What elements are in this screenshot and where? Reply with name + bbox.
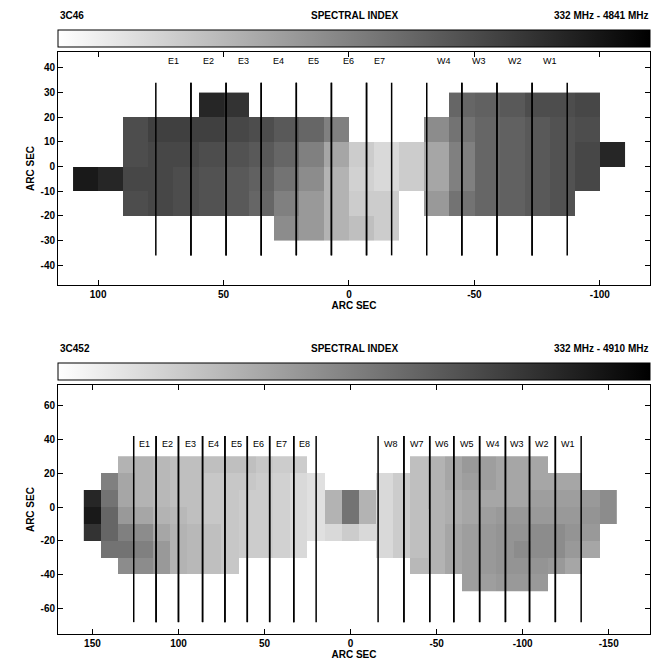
svg-text:0: 0: [49, 161, 55, 172]
svg-text:30: 30: [44, 87, 56, 98]
svg-text:150: 150: [84, 638, 101, 649]
svg-text:E6: E6: [253, 439, 264, 449]
svg-text:-50: -50: [429, 638, 444, 649]
svg-text:ARC SEC: ARC SEC: [331, 649, 376, 660]
svg-text:50: 50: [218, 289, 230, 300]
svg-text:-100: -100: [513, 638, 533, 649]
svg-text:E7: E7: [276, 439, 287, 449]
svg-text:E1: E1: [139, 439, 150, 449]
svg-text:W3: W3: [510, 439, 524, 449]
svg-text:E2: E2: [162, 439, 173, 449]
svg-text:W3: W3: [472, 56, 486, 66]
svg-text:E3: E3: [185, 439, 196, 449]
svg-text:-10: -10: [41, 186, 56, 197]
svg-text:100: 100: [170, 638, 187, 649]
svg-text:332 MHz - 4910 MHz: 332 MHz - 4910 MHz: [554, 343, 648, 354]
svg-text:E3: E3: [238, 56, 249, 66]
svg-text:SPECTRAL INDEX: SPECTRAL INDEX: [311, 343, 398, 354]
svg-text:10: 10: [44, 136, 56, 147]
svg-text:-20: -20: [41, 535, 56, 546]
svg-text:E7: E7: [374, 56, 385, 66]
svg-text:40: 40: [44, 62, 56, 73]
svg-text:E4: E4: [208, 439, 219, 449]
svg-text:E5: E5: [308, 56, 319, 66]
svg-text:-60: -60: [41, 603, 56, 614]
svg-text:-100: -100: [590, 289, 610, 300]
svg-text:3C46: 3C46: [60, 10, 84, 21]
svg-text:-40: -40: [41, 260, 56, 271]
svg-text:E2: E2: [203, 56, 214, 66]
svg-text:-20: -20: [41, 210, 56, 221]
svg-text:60: 60: [44, 400, 56, 411]
svg-text:100: 100: [90, 289, 107, 300]
svg-text:-30: -30: [41, 235, 56, 246]
svg-text:-150: -150: [599, 638, 619, 649]
svg-text:E5: E5: [231, 439, 242, 449]
svg-text:W5: W5: [460, 439, 474, 449]
svg-text:20: 20: [44, 112, 56, 123]
svg-text:3C452: 3C452: [60, 343, 90, 354]
svg-text:W6: W6: [435, 439, 449, 449]
svg-text:332 MHz - 4841 MHz: 332 MHz - 4841 MHz: [554, 10, 648, 21]
svg-text:W2: W2: [535, 439, 549, 449]
svg-text:SPECTRAL INDEX: SPECTRAL INDEX: [311, 10, 398, 21]
svg-text:W1: W1: [561, 439, 575, 449]
svg-text:50: 50: [259, 638, 271, 649]
svg-text:E1: E1: [168, 56, 179, 66]
svg-text:ARC SEC: ARC SEC: [25, 487, 36, 532]
svg-text:W8: W8: [384, 439, 398, 449]
svg-text:E4: E4: [273, 56, 284, 66]
svg-text:-40: -40: [41, 569, 56, 580]
svg-text:0: 0: [346, 289, 352, 300]
svg-text:ARC SEC: ARC SEC: [25, 146, 36, 191]
svg-text:40: 40: [44, 434, 56, 445]
svg-text:W4: W4: [437, 56, 451, 66]
svg-text:W4: W4: [486, 439, 500, 449]
svg-text:0: 0: [49, 502, 55, 513]
svg-text:ARC SEC: ARC SEC: [331, 300, 376, 311]
svg-text:E8: E8: [299, 439, 310, 449]
svg-text:0: 0: [348, 638, 354, 649]
svg-text:E6: E6: [343, 56, 354, 66]
svg-text:W7: W7: [410, 439, 424, 449]
svg-text:20: 20: [44, 468, 56, 479]
svg-text:-50: -50: [467, 289, 482, 300]
svg-text:W1: W1: [543, 56, 557, 66]
svg-text:W2: W2: [508, 56, 522, 66]
